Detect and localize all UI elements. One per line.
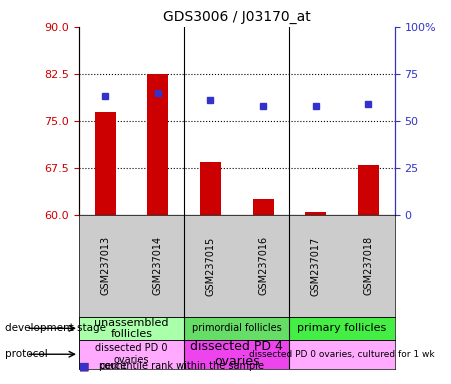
- Text: protocol: protocol: [5, 349, 47, 359]
- Bar: [305, 212, 326, 215]
- Bar: [147, 74, 168, 215]
- Bar: [200, 162, 221, 215]
- Text: ■: ■: [79, 361, 89, 371]
- Text: dissected PD 4
ovaries: dissected PD 4 ovaries: [190, 340, 283, 368]
- Bar: [290, 340, 395, 369]
- Text: ■: ■: [79, 383, 91, 384]
- Bar: [184, 317, 290, 340]
- Text: development stage: development stage: [5, 323, 106, 333]
- Text: GSM237014: GSM237014: [153, 237, 163, 295]
- Text: ■: ■: [79, 361, 89, 371]
- Title: GDS3006 / J03170_at: GDS3006 / J03170_at: [163, 10, 311, 25]
- Bar: [79, 340, 184, 369]
- Text: GSM237016: GSM237016: [258, 237, 268, 295]
- Text: dissected PD 0
ovaries: dissected PD 0 ovaries: [95, 343, 168, 365]
- Text: GSM237015: GSM237015: [206, 236, 216, 296]
- Text: primordial follicles: primordial follicles: [192, 323, 282, 333]
- Bar: [95, 112, 116, 215]
- Bar: [79, 317, 184, 340]
- Text: GSM237013: GSM237013: [100, 237, 110, 295]
- Text: unassembled
follicles: unassembled follicles: [94, 318, 169, 339]
- Text: dissected PD 0 ovaries, cultured for 1 wk: dissected PD 0 ovaries, cultured for 1 w…: [249, 350, 435, 359]
- Bar: [184, 340, 290, 369]
- Text: GSM237017: GSM237017: [311, 236, 321, 296]
- Text: percentile rank within the sample: percentile rank within the sample: [99, 361, 264, 371]
- Bar: [358, 165, 379, 215]
- Text: GSM237018: GSM237018: [364, 237, 373, 295]
- Bar: [290, 317, 395, 340]
- Bar: [253, 199, 274, 215]
- Text: count: count: [99, 361, 127, 371]
- Text: primary follicles: primary follicles: [297, 323, 387, 333]
